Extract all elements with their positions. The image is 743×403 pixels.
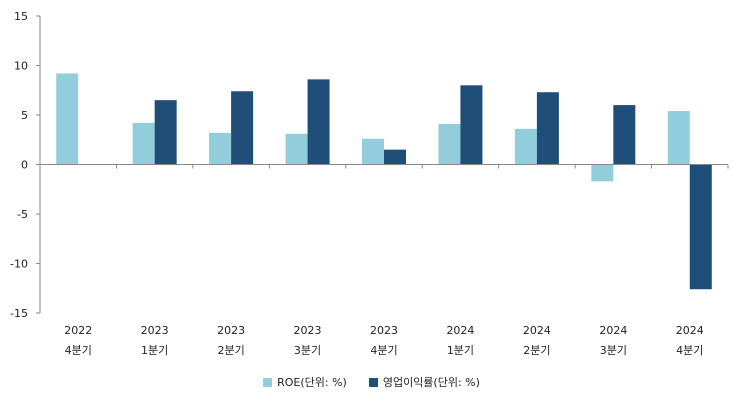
- legend-swatch-operating-margin: [368, 377, 378, 387]
- y-tick-label: 0: [21, 159, 28, 172]
- x-tick-label-year: 2022: [64, 324, 92, 337]
- bar-roe: [132, 122, 155, 165]
- bar-roe: [56, 73, 79, 165]
- bar-roe: [209, 132, 232, 165]
- legend-label-roe: ROE(단위: %): [277, 376, 347, 389]
- x-tick-label-quarter: 4분기: [370, 344, 397, 357]
- bar-roe: [667, 111, 690, 165]
- legend-swatch-roe: [263, 377, 273, 387]
- bar-operating-margin: [154, 100, 177, 165]
- bar-roe: [438, 123, 461, 165]
- bar-operating-margin: [460, 85, 483, 165]
- y-tick-label: 15: [14, 10, 28, 23]
- y-tick-label: -15: [10, 307, 28, 320]
- x-tick-label-year: 2024: [446, 324, 474, 337]
- bar-operating-margin: [536, 92, 559, 165]
- bar-roe: [362, 138, 384, 165]
- x-tick-label-year: 2023: [217, 324, 245, 337]
- legend-label-operating-margin: 영업이익률(단위: %): [382, 376, 480, 389]
- legend-item-roe: ROE(단위: %): [263, 374, 347, 390]
- x-tick-label-year: 2024: [676, 324, 704, 337]
- y-tick-label: 10: [14, 60, 28, 73]
- x-tick-label-year: 2024: [599, 324, 627, 337]
- bar-roe: [285, 133, 308, 165]
- bar-roe: [514, 128, 537, 165]
- bar-operating-margin: [689, 164, 712, 290]
- x-tick-label-quarter: 2분기: [523, 344, 550, 357]
- x-tick-label-quarter: 1분기: [447, 344, 474, 357]
- y-axis: 15 10 5 0 -5 -10 -15: [10, 10, 41, 320]
- bar-operating-margin: [307, 79, 330, 165]
- x-tick-label-quarter: 3분기: [294, 344, 321, 357]
- bar-operating-margin: [613, 105, 636, 165]
- y-tick-label: 5: [21, 109, 28, 122]
- bar-roe: [591, 164, 614, 182]
- y-tick-label: -10: [10, 258, 28, 271]
- y-tick-label: -5: [17, 208, 28, 221]
- x-tick-label-quarter: 3분기: [600, 344, 627, 357]
- x-tick-label-year: 2023: [294, 324, 322, 337]
- x-tick-label-year: 2023: [370, 324, 398, 337]
- x-tick-label-year: 2023: [141, 324, 169, 337]
- legend: ROE(단위: %) 영업이익률(단위: %): [0, 374, 743, 390]
- x-tick-label-quarter: 2분기: [217, 344, 244, 357]
- x-tick-label-quarter: 4분기: [65, 344, 92, 357]
- x-tick-label-quarter: 4분기: [676, 344, 703, 357]
- bar-operating-margin: [231, 91, 254, 165]
- bar-operating-margin: [384, 149, 406, 165]
- x-tick-label-year: 2024: [523, 324, 551, 337]
- legend-item-operating-margin: 영업이익률(단위: %): [368, 374, 480, 390]
- x-tick-label-quarter: 1분기: [141, 344, 168, 357]
- bars: [56, 73, 712, 290]
- x-axis: 2022 4분기 2023 1분기 2023 2분기 2023 3분기 2023 4분기 2024 1…: [39, 164, 729, 357]
